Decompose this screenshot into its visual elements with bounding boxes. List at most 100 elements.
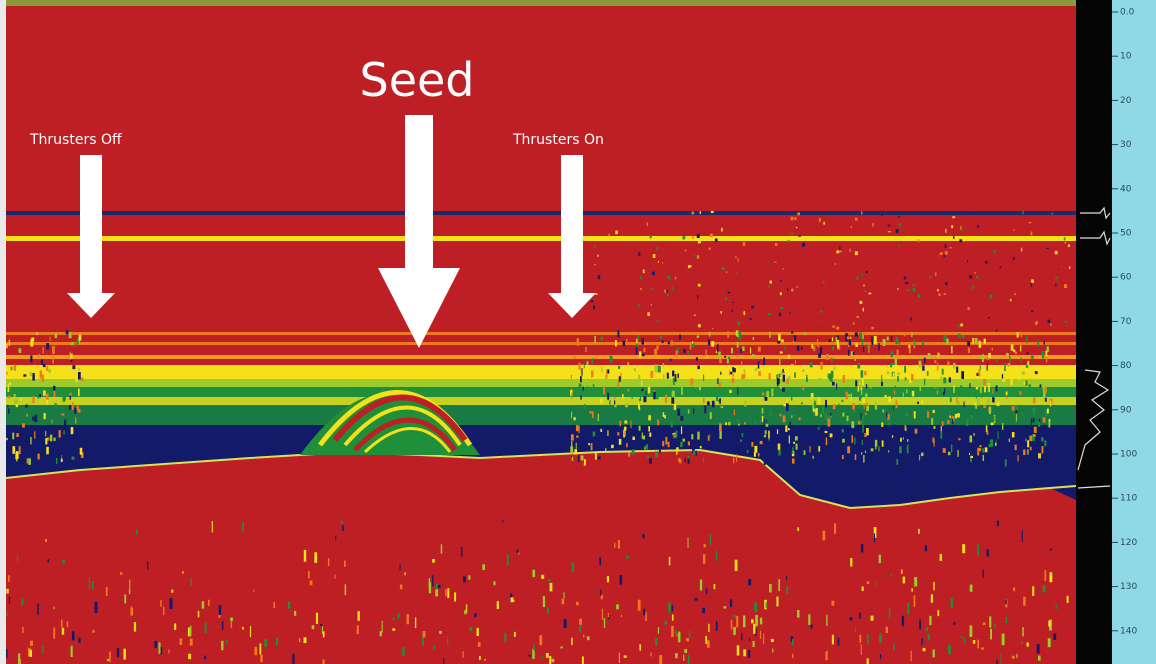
speckle [832, 326, 835, 328]
scale-label: 80 [1120, 361, 1132, 371]
speckle [230, 618, 233, 622]
speckle [688, 351, 689, 356]
speckle [630, 421, 631, 429]
speckle [320, 624, 322, 626]
speckle [743, 242, 746, 246]
speckle [872, 223, 873, 227]
speckle [620, 575, 623, 585]
speckle [574, 417, 576, 420]
speckle [962, 230, 963, 232]
speckle [652, 272, 655, 276]
speckle [864, 371, 866, 375]
speckle [1013, 587, 1015, 591]
speckle [668, 342, 670, 345]
speckle [861, 211, 862, 214]
speckle [724, 356, 726, 358]
speckle [743, 649, 746, 656]
speckle [392, 628, 395, 630]
speckle [423, 631, 426, 638]
speckle [253, 590, 254, 593]
speckle [1042, 351, 1044, 359]
speckle [606, 370, 607, 378]
speckle [849, 339, 851, 345]
speckle [264, 639, 267, 647]
speckle [786, 586, 788, 594]
seed-label: Seed [360, 53, 475, 107]
speckle [970, 212, 971, 214]
speckle [753, 337, 754, 340]
speckle [43, 347, 44, 353]
speckle [850, 617, 853, 620]
speckle [583, 635, 584, 638]
speckle [719, 359, 721, 363]
speckle [743, 615, 745, 627]
speckle [1020, 345, 1021, 351]
speckle [29, 650, 32, 657]
speckle [790, 312, 791, 314]
speckle [697, 255, 699, 258]
speckle [673, 434, 675, 438]
speckle [698, 324, 701, 327]
speckle [744, 369, 746, 373]
speckle [859, 404, 861, 408]
speckle [987, 549, 989, 556]
speckle [657, 320, 659, 322]
speckle [358, 611, 360, 621]
speckle [867, 658, 869, 664]
speckle [117, 648, 119, 657]
speckle [6, 344, 7, 348]
speckle [848, 350, 849, 356]
speckle [1047, 248, 1050, 249]
speckle [764, 397, 767, 401]
speckle [771, 639, 774, 642]
speckle [594, 336, 596, 343]
speckle [120, 572, 122, 575]
speckle [960, 385, 962, 391]
speckle [1055, 277, 1057, 279]
speckle [866, 384, 867, 388]
speckle [675, 277, 676, 280]
speckle [1017, 455, 1018, 461]
speckle [636, 347, 638, 355]
speckle [807, 375, 810, 378]
speckle [36, 332, 38, 335]
speckle [16, 433, 19, 437]
speckle [651, 304, 652, 305]
speckle [608, 234, 609, 236]
speckle [741, 633, 742, 640]
scale-label: 20 [1120, 96, 1132, 106]
speckle [719, 431, 721, 439]
speckle [8, 385, 10, 392]
speckle [976, 276, 978, 278]
speckle [778, 374, 780, 378]
speckle [1022, 627, 1023, 636]
speckle [714, 584, 716, 589]
speckle [697, 335, 699, 337]
speckle [906, 389, 907, 393]
speckle [171, 590, 173, 593]
speckle [697, 295, 698, 299]
speckle [918, 239, 919, 242]
speckle [972, 338, 974, 344]
speckle [938, 352, 939, 357]
speckle [843, 375, 845, 383]
speckle [1040, 384, 1042, 387]
speckle [1048, 621, 1050, 627]
speckle [688, 538, 689, 548]
speckle [591, 371, 593, 378]
speckle [848, 394, 850, 396]
speckle [584, 404, 586, 409]
speckle [454, 592, 456, 601]
speckle [788, 240, 790, 242]
speckle [935, 272, 936, 276]
speckle [798, 417, 800, 420]
speckle [71, 646, 73, 657]
speckle [924, 358, 926, 363]
speckle [53, 438, 55, 441]
speckle [964, 638, 965, 644]
speckle [677, 409, 680, 416]
speckle [19, 446, 21, 454]
speckle [874, 533, 875, 542]
speckle [1009, 356, 1010, 364]
speckle [323, 631, 325, 637]
